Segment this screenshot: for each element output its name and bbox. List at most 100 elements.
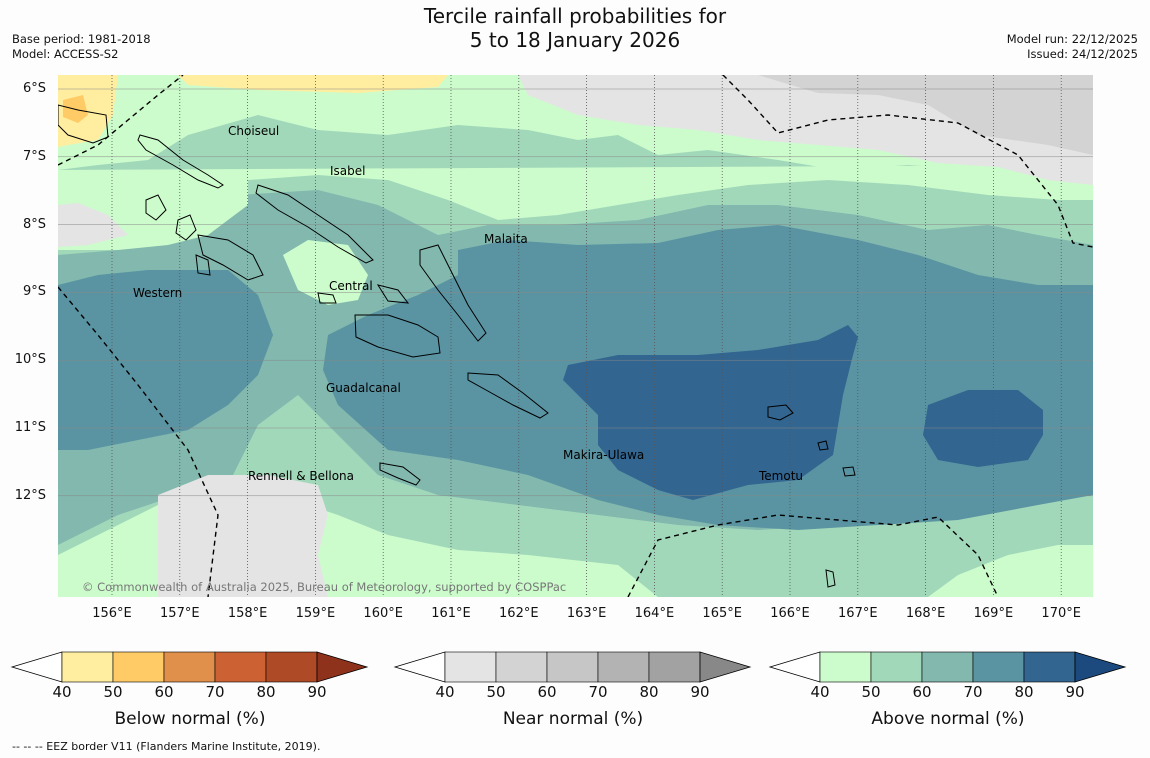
latitude-label: 8°S: [22, 216, 46, 232]
colorbar-near-title: Near normal (%): [502, 709, 644, 729]
island-kolombangara: [175, 214, 197, 241]
colorbar-segment: [597, 651, 650, 683]
island-choiseul: [137, 134, 224, 189]
island-isabel: [255, 184, 374, 264]
longitude-label: 169°E: [973, 606, 1014, 621]
longitude-label: 160°E: [363, 606, 403, 621]
label-malaita: Malaita: [484, 232, 528, 246]
latitude-label: 7°S: [22, 148, 46, 164]
probability-map[interactable]: Choiseul Isabel Malaita Western Central …: [58, 75, 1093, 597]
colorbar-above: [768, 651, 1127, 683]
title-line-2: 5 to 18 January 2026: [469, 28, 681, 52]
shade-near-40-south: [158, 475, 328, 597]
longitude-label: 156°E: [92, 606, 132, 621]
longitude-label: 158°E: [227, 606, 268, 621]
colorbar-segment: [819, 651, 872, 683]
colorbar-above-title: Above normal (%): [871, 709, 1025, 729]
longitude-label: 168°E: [905, 606, 946, 621]
graticule: [58, 75, 1093, 597]
eez-border-northwest: [58, 75, 184, 166]
eez-borders: [58, 75, 1093, 597]
longitude-label: 170°E: [1041, 606, 1081, 621]
model-label: Model: ACCESS-S2: [12, 47, 119, 61]
colorbar-tick-label: 50: [486, 683, 506, 701]
issued-label: Issued: 24/12/2025: [1027, 47, 1138, 61]
colorbar-tick-label: 70: [205, 683, 225, 701]
colorbar-tick-label: 90: [690, 683, 710, 701]
shade-above-40-southeast: [928, 545, 1093, 597]
colorbar-segment: [265, 651, 318, 683]
colorbar-segment: [1023, 651, 1076, 683]
shade-above-40-mid: [58, 165, 1093, 250]
shade-above-90-core: [563, 325, 858, 500]
label-choiseul: Choiseul: [228, 124, 279, 138]
label-western: Western: [133, 286, 182, 300]
colorbar-segment: [163, 651, 216, 683]
colorbar-tick-label: 60: [537, 683, 557, 701]
colorbar-near: [393, 651, 752, 683]
island-vella: [145, 194, 167, 221]
place-labels: Choiseul Isabel Malaita Western Central …: [133, 124, 803, 483]
colorbar-tick-label: 70: [963, 683, 983, 701]
colorbar-extend-low: [10, 651, 63, 683]
island-russell: [317, 292, 337, 304]
latitude-label: 9°S: [22, 284, 46, 300]
longitude-label: 161°E: [431, 606, 471, 621]
colorbar-segment: [546, 651, 599, 683]
longitude-label: 159°E: [295, 606, 336, 621]
longitude-label: 162°E: [499, 606, 539, 621]
shade-near-50-northeast: [758, 75, 1093, 155]
island-utupua: [817, 440, 829, 451]
colorbar-segment: [214, 651, 267, 683]
label-rennell-bellona: Rennell & Bellona: [248, 469, 354, 483]
latitude-label: 6°S: [22, 81, 46, 96]
island-png: [58, 104, 109, 144]
island-banks: [825, 569, 836, 588]
colorbar-tick-label: 80: [256, 683, 276, 701]
colorbar-segment: [112, 651, 165, 683]
islands: [58, 104, 856, 588]
latitude-label: 11°S: [14, 420, 46, 435]
eez-legend: -- -- -- EEZ border V11 (Flanders Marine…: [12, 740, 321, 753]
colorbar-segment: [444, 651, 497, 683]
island-vanikoro: [842, 466, 856, 477]
longitude-label: 163°E: [566, 606, 607, 621]
island-rendova: [195, 254, 211, 276]
colorbar-tick-label: 50: [103, 683, 123, 701]
eez-border-south: [627, 514, 999, 597]
shade-below-40-northwest: [58, 75, 118, 147]
colorbar-tick-label: 50: [861, 683, 881, 701]
colorbar-tick-label: 60: [154, 683, 174, 701]
colorbar-extend-high: [699, 651, 752, 683]
island-florida: [376, 284, 410, 304]
colorbar-tick-label: 40: [52, 683, 72, 701]
island-makira: [467, 372, 549, 419]
shade-near-40-west: [58, 203, 128, 247]
copyright-notice: © Commonwealth of Australia 2025, Bureau…: [82, 580, 566, 594]
label-central: Central: [329, 279, 373, 293]
latitude-label: 10°S: [14, 352, 46, 368]
label-makira-ulawa: Makira-Ulawa: [563, 448, 644, 462]
colorbar-tick-label: 80: [639, 683, 659, 701]
label-isabel: Isabel: [330, 164, 365, 178]
eez-border-northeast: [722, 75, 1093, 248]
colorbar-tick-label: 40: [810, 683, 830, 701]
colorbar-tick-label: 90: [1065, 683, 1085, 701]
longitude-label: 165°E: [702, 606, 742, 621]
model-run-label: Model run: 22/12/2025: [1006, 32, 1138, 46]
colorbar-tick-label: 60: [912, 683, 932, 701]
island-malaita: [419, 244, 487, 342]
colorbar-segment: [495, 651, 548, 683]
label-temotu: Temotu: [758, 469, 803, 483]
colorbar-tick-label: 90: [307, 683, 327, 701]
colorbar-below-title: Below normal (%): [114, 709, 266, 729]
label-guadalcanal: Guadalcanal: [326, 381, 401, 395]
longitude-label: 167°E: [838, 606, 878, 621]
island-new-georgia: [197, 234, 264, 281]
base-period-label: Base period: 1981-2018: [12, 32, 151, 46]
colorbar-segment: [972, 651, 1025, 683]
colorbar-tick-label: 70: [588, 683, 608, 701]
colorbar-segment: [921, 651, 974, 683]
colorbar-segment: [648, 651, 701, 683]
longitude-label: 166°E: [770, 606, 810, 621]
